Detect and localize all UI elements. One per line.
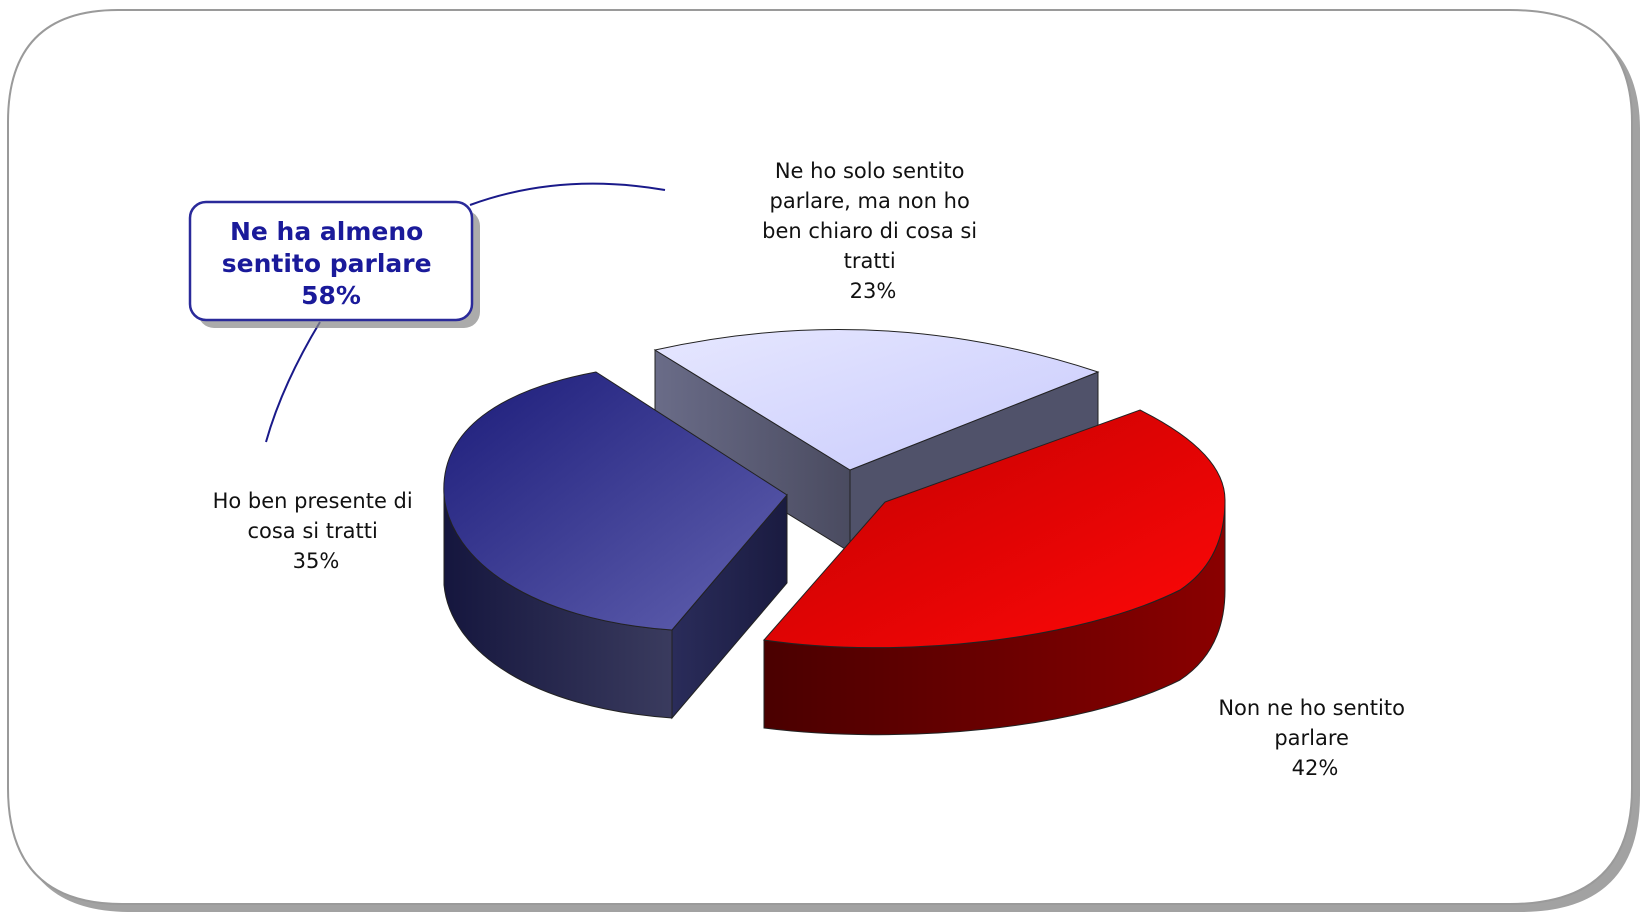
slice-value-red: 42% [1292, 756, 1339, 780]
callout-line-2: sentito parlare [222, 249, 432, 278]
slice-label-red-line-1: Non ne ho sentito [1218, 696, 1405, 720]
slice-label-blue-line-1: Ho ben presente di [213, 489, 413, 513]
slice-label-blue-line-2: cosa si tratti [247, 519, 377, 543]
slice-label-light-line-3: ben chiaro di cosa si [762, 219, 977, 243]
slice-label-light: Ne ho solo sentito parlare, ma non ho be… [762, 159, 984, 303]
pie-slice-blue [443, 371, 788, 720]
slice-value-blue: 35% [293, 549, 340, 573]
slice-label-light-line-1: Ne ho solo sentito [775, 159, 965, 183]
pie-slice-red [763, 409, 1226, 736]
slice-label-light-line-2: parlare, ma non ho [770, 189, 970, 213]
callout-line-1: Ne ha almeno [230, 217, 423, 246]
slice-label-light-line-4: tratti [844, 249, 896, 273]
slice-label-blue: Ho ben presente di cosa si tratti 35% [213, 489, 420, 573]
slice-label-red: Non ne ho sentito parlare 42% [1218, 696, 1411, 780]
callout-box: Ne ha almeno sentito parlare 58% [188, 200, 480, 328]
slice-label-red-line-2: parlare [1274, 726, 1349, 750]
svg-text:Ne ha almeno sentito par: Ne ha almeno sentito parlare 58% [222, 217, 441, 310]
callout-line-3: 58% [301, 281, 361, 310]
slice-value-light: 23% [850, 279, 897, 303]
callout-connector [265, 182, 666, 443]
